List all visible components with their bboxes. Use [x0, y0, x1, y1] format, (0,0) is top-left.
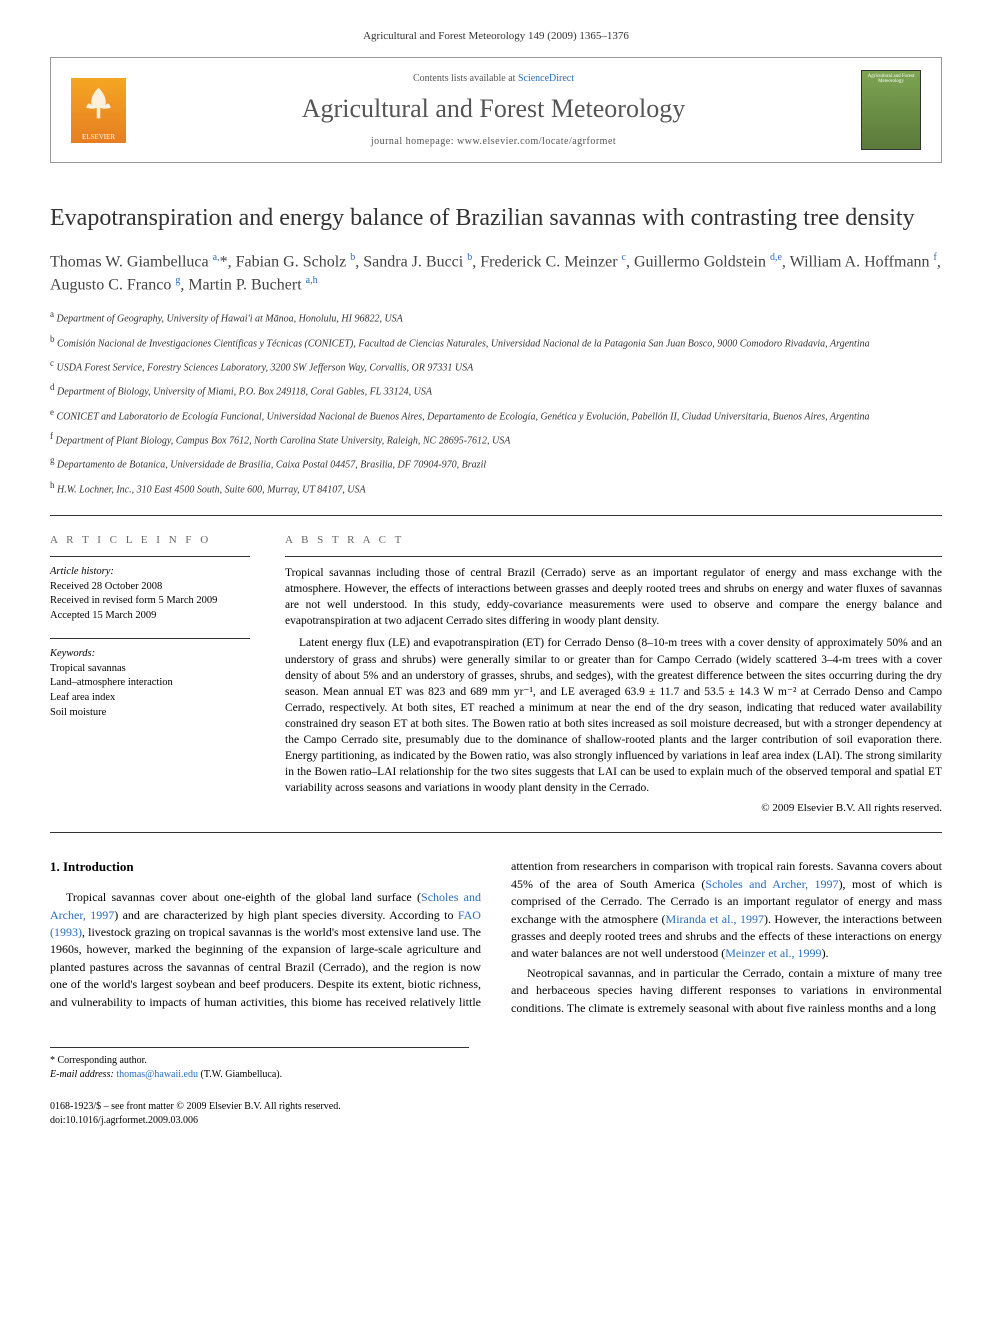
citation-link[interactable]: Scholes and Archer, 1997 — [705, 877, 838, 891]
body-p2: Neotropical savannas, and in particular … — [511, 965, 942, 1017]
abstract-divider — [285, 556, 942, 557]
corr-email-link[interactable]: thomas@hawaii.edu — [116, 1069, 198, 1080]
corresponding-author-footnote: * Corresponding author. E-mail address: … — [50, 1047, 469, 1082]
affiliation-line: g Departamento de Botanica, Universidade… — [50, 454, 942, 472]
keyword-line: Soil moisture — [50, 706, 250, 721]
elsevier-label: ELSEVIER — [82, 133, 115, 141]
journal-header: ELSEVIER Contents lists available at Sci… — [50, 57, 942, 163]
keywords-label: Keywords: — [50, 647, 250, 662]
elsevier-logo: ELSEVIER — [71, 78, 126, 143]
footer-copyright: 0168-1923/$ – see front matter © 2009 El… — [50, 1100, 942, 1128]
body-columns: 1. Introduction Tropical savannas cover … — [50, 858, 942, 1017]
history-line: Received 28 October 2008 — [50, 580, 250, 595]
affiliation-line: h H.W. Lochner, Inc., 310 East 4500 Sout… — [50, 479, 942, 497]
cover-thumb-label: Agricultural and Forest Meteorology — [865, 74, 917, 84]
running-head: Agricultural and Forest Meteorology 149 … — [50, 30, 942, 42]
body-p1-text-a: Tropical savannas cover about one-eighth… — [66, 890, 421, 904]
affiliation-line: c USDA Forest Service, Forestry Sciences… — [50, 357, 942, 375]
abstract-text: Tropical savannas including those of cen… — [285, 565, 942, 796]
keyword-line: Tropical savannas — [50, 662, 250, 677]
footer-line-1: 0168-1923/$ – see front matter © 2009 El… — [50, 1100, 942, 1114]
citation-link[interactable]: Miranda et al., 1997 — [666, 912, 764, 926]
corr-author-label: * Corresponding author. — [50, 1054, 469, 1068]
authors-line: Thomas W. Giambelluca a,*, Fabian G. Sch… — [50, 251, 942, 296]
abstract-copyright: © 2009 Elsevier B.V. All rights reserved… — [285, 802, 942, 814]
sciencedirect-link[interactable]: ScienceDirect — [518, 73, 574, 84]
homepage-url: www.elsevier.com/locate/agrformet — [457, 136, 616, 147]
article-title: Evapotranspiration and energy balance of… — [50, 203, 942, 233]
citation-link[interactable]: Meinzer et al., 1999 — [725, 946, 821, 960]
journal-title: Agricultural and Forest Meteorology — [141, 94, 846, 124]
contents-prefix: Contents lists available at — [413, 73, 518, 84]
email-attribution: (T.W. Giambelluca). — [198, 1069, 282, 1080]
divider-top — [50, 515, 942, 516]
affiliation-line: a Department of Geography, University of… — [50, 308, 942, 326]
body-p1-text-f: ). — [822, 946, 829, 960]
article-info-head: A R T I C L E I N F O — [50, 534, 250, 546]
email-label: E-mail address: — [50, 1069, 114, 1080]
divider-bottom — [50, 832, 942, 833]
history-line: Accepted 15 March 2009 — [50, 609, 250, 624]
affiliation-line: f Department of Plant Biology, Campus Bo… — [50, 430, 942, 448]
history-label: Article history: — [50, 565, 250, 580]
abstract-p1: Tropical savannas including those of cen… — [285, 565, 942, 629]
info-divider — [50, 556, 250, 557]
article-history-block: Article history: Received 28 October 200… — [50, 565, 250, 624]
body-p1-text-b: ) and are characterized by high plant sp… — [114, 908, 458, 922]
abstract-head: A B S T R A C T — [285, 534, 942, 546]
journal-cover-thumbnail: Agricultural and Forest Meteorology — [861, 70, 921, 150]
keyword-line: Land–atmosphere interaction — [50, 676, 250, 691]
footer-doi: doi:10.1016/j.agrformet.2009.03.006 — [50, 1114, 942, 1128]
homepage-prefix: journal homepage: — [371, 136, 457, 147]
contents-lists-line: Contents lists available at ScienceDirec… — [141, 73, 846, 84]
affiliation-line: b Comisión Nacional de Investigaciones C… — [50, 333, 942, 351]
history-line: Received in revised form 5 March 2009 — [50, 594, 250, 609]
section-heading-intro: 1. Introduction — [50, 858, 481, 877]
elsevier-tree-icon — [81, 83, 116, 123]
keyword-line: Leaf area index — [50, 691, 250, 706]
affiliation-line: d Department of Biology, University of M… — [50, 381, 942, 399]
affiliation-line: e CONICET and Laboratorio de Ecología Fu… — [50, 406, 942, 424]
abstract-p2: Latent energy flux (LE) and evapotranspi… — [285, 635, 942, 796]
info-divider-2 — [50, 638, 250, 639]
keywords-block: Keywords: Tropical savannasLand–atmosphe… — [50, 647, 250, 720]
journal-homepage: journal homepage: www.elsevier.com/locat… — [141, 136, 846, 147]
